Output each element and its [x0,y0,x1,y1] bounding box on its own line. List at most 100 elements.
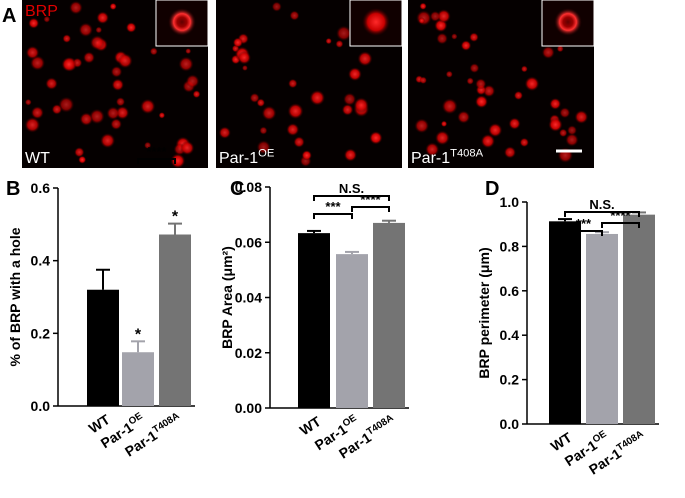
y-axis-label: BRP perimeter (μm) [476,247,492,378]
punctum [83,51,95,64]
punctum [559,107,571,119]
y-tick-label: 0.0 [500,416,520,432]
punctum [180,140,195,156]
punctum [419,76,428,85]
punctum [24,98,32,106]
x-tick-label-superscript: T408A [365,413,396,438]
punctum [293,136,305,148]
punctum [508,117,521,130]
punctum [341,103,354,116]
y-tick-label: 0.6 [500,283,520,299]
micrograph: Par-1T408A [408,0,595,168]
punctum [457,110,471,124]
punctum [259,126,268,135]
punctum [185,74,200,89]
punctum [445,70,453,78]
punctum [170,153,186,169]
punctum [256,140,271,155]
punctum [503,146,517,159]
image-label: WT [25,150,50,167]
significance-bracket [351,206,390,212]
punctum [178,56,194,72]
stain-label: BRP [25,3,58,20]
punctum [249,92,260,103]
significance-bracket [137,158,176,164]
punctum [513,90,524,101]
punctum [95,26,103,34]
punctum [109,2,117,11]
bar [87,289,119,406]
significance-label: * [135,326,142,343]
significance-bracket [564,211,640,217]
punctum [261,105,277,121]
punctum [62,34,72,43]
punctum [79,112,93,126]
inset-punctum [554,8,582,36]
punctum [106,106,120,120]
image-label-base: WT [25,150,50,167]
punctum [309,89,326,106]
punctum [336,25,352,42]
punctum [440,120,448,127]
image-label: Par-1T408A [411,148,484,167]
punctum [556,45,564,53]
punctum [343,148,357,162]
punctum [469,63,480,74]
punctum [61,56,77,72]
punctum [256,98,266,107]
y-tick-label: 0.6 [31,180,51,196]
punctum [436,9,451,24]
micrograph: WT [22,0,209,169]
punctum [78,22,93,37]
panel-label: A [2,5,16,27]
significance-label: *** [325,199,341,214]
bar [159,234,191,406]
punctum [548,117,563,132]
punctum [232,37,243,48]
significance-label: **** [146,144,167,159]
punctum [110,118,122,130]
punctum [416,10,432,26]
punctum [469,32,479,42]
y-tick-label: 1.0 [500,194,520,210]
punctum [45,77,58,90]
punctum [519,137,529,148]
punctum [325,37,332,45]
punctum [425,142,440,157]
punctum [286,123,300,137]
image-label-base: Par-1 [411,150,450,167]
punctum [271,1,282,12]
image-label-superscript: T408A [450,148,483,160]
punctum [418,17,425,24]
punctum [335,39,344,48]
panel-label: B [6,178,20,200]
y-tick-label: 0.04 [235,290,262,306]
punctum [520,65,528,73]
punctum [343,92,357,106]
punctum [480,134,496,149]
punctum [353,97,369,113]
significance-bracket [601,222,640,228]
punctum [436,32,448,45]
punctum [565,133,579,147]
significance-bracket [564,230,603,236]
bar [373,222,405,408]
punctum [475,78,487,90]
y-tick-label: 0.0 [31,398,51,414]
x-tick-label-superscript: T408A [151,411,182,436]
punctum [24,117,41,133]
y-tick-label: 0.2 [31,325,51,341]
punctum [110,65,123,78]
punctum [541,45,555,59]
y-tick-label: 0.08 [235,179,262,195]
image-label-superscript: OE [258,148,274,160]
punctum [369,131,383,145]
punctum [475,95,489,109]
significance-label: * [172,209,179,226]
punctum [287,103,304,120]
inset-punctum [362,8,390,36]
significance-label: **** [610,208,631,223]
significance-bracket [313,195,390,201]
punctum [111,78,124,91]
